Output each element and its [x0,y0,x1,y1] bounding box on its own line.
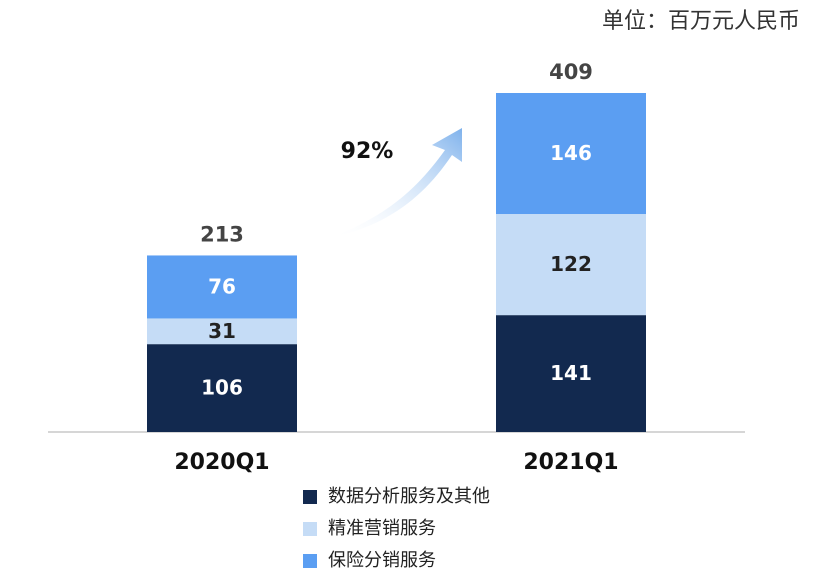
legend-swatch [303,554,317,568]
unit-label: 单位：百万元人民币 [602,9,800,34]
bar-segment [496,315,646,432]
bar-segment [147,318,297,345]
growth-arrow [330,128,462,238]
total-label: 213 [200,222,244,246]
segment-label: 141 [550,361,592,385]
segment-label: 106 [201,376,243,400]
x-tick-label: 2020Q1 [174,450,269,475]
bar-segment [147,255,297,319]
total-label: 409 [549,60,593,84]
segment-label: 31 [208,319,236,343]
legend-label: 数据分析服务及其他 [328,486,490,507]
legend-swatch [303,522,317,536]
bar-segment [496,93,646,215]
legend-label: 保险分销服务 [328,550,436,571]
growth-label: 92% [341,139,394,164]
segment-label: 76 [208,274,236,298]
x-tick-label: 2021Q1 [523,450,618,475]
segment-label: 122 [550,252,592,276]
segment-label: 146 [550,141,592,165]
bar-segment [147,344,297,432]
bar-segment [496,214,646,316]
legend-label: 精准营销服务 [328,518,436,539]
legend-swatch [303,490,317,504]
